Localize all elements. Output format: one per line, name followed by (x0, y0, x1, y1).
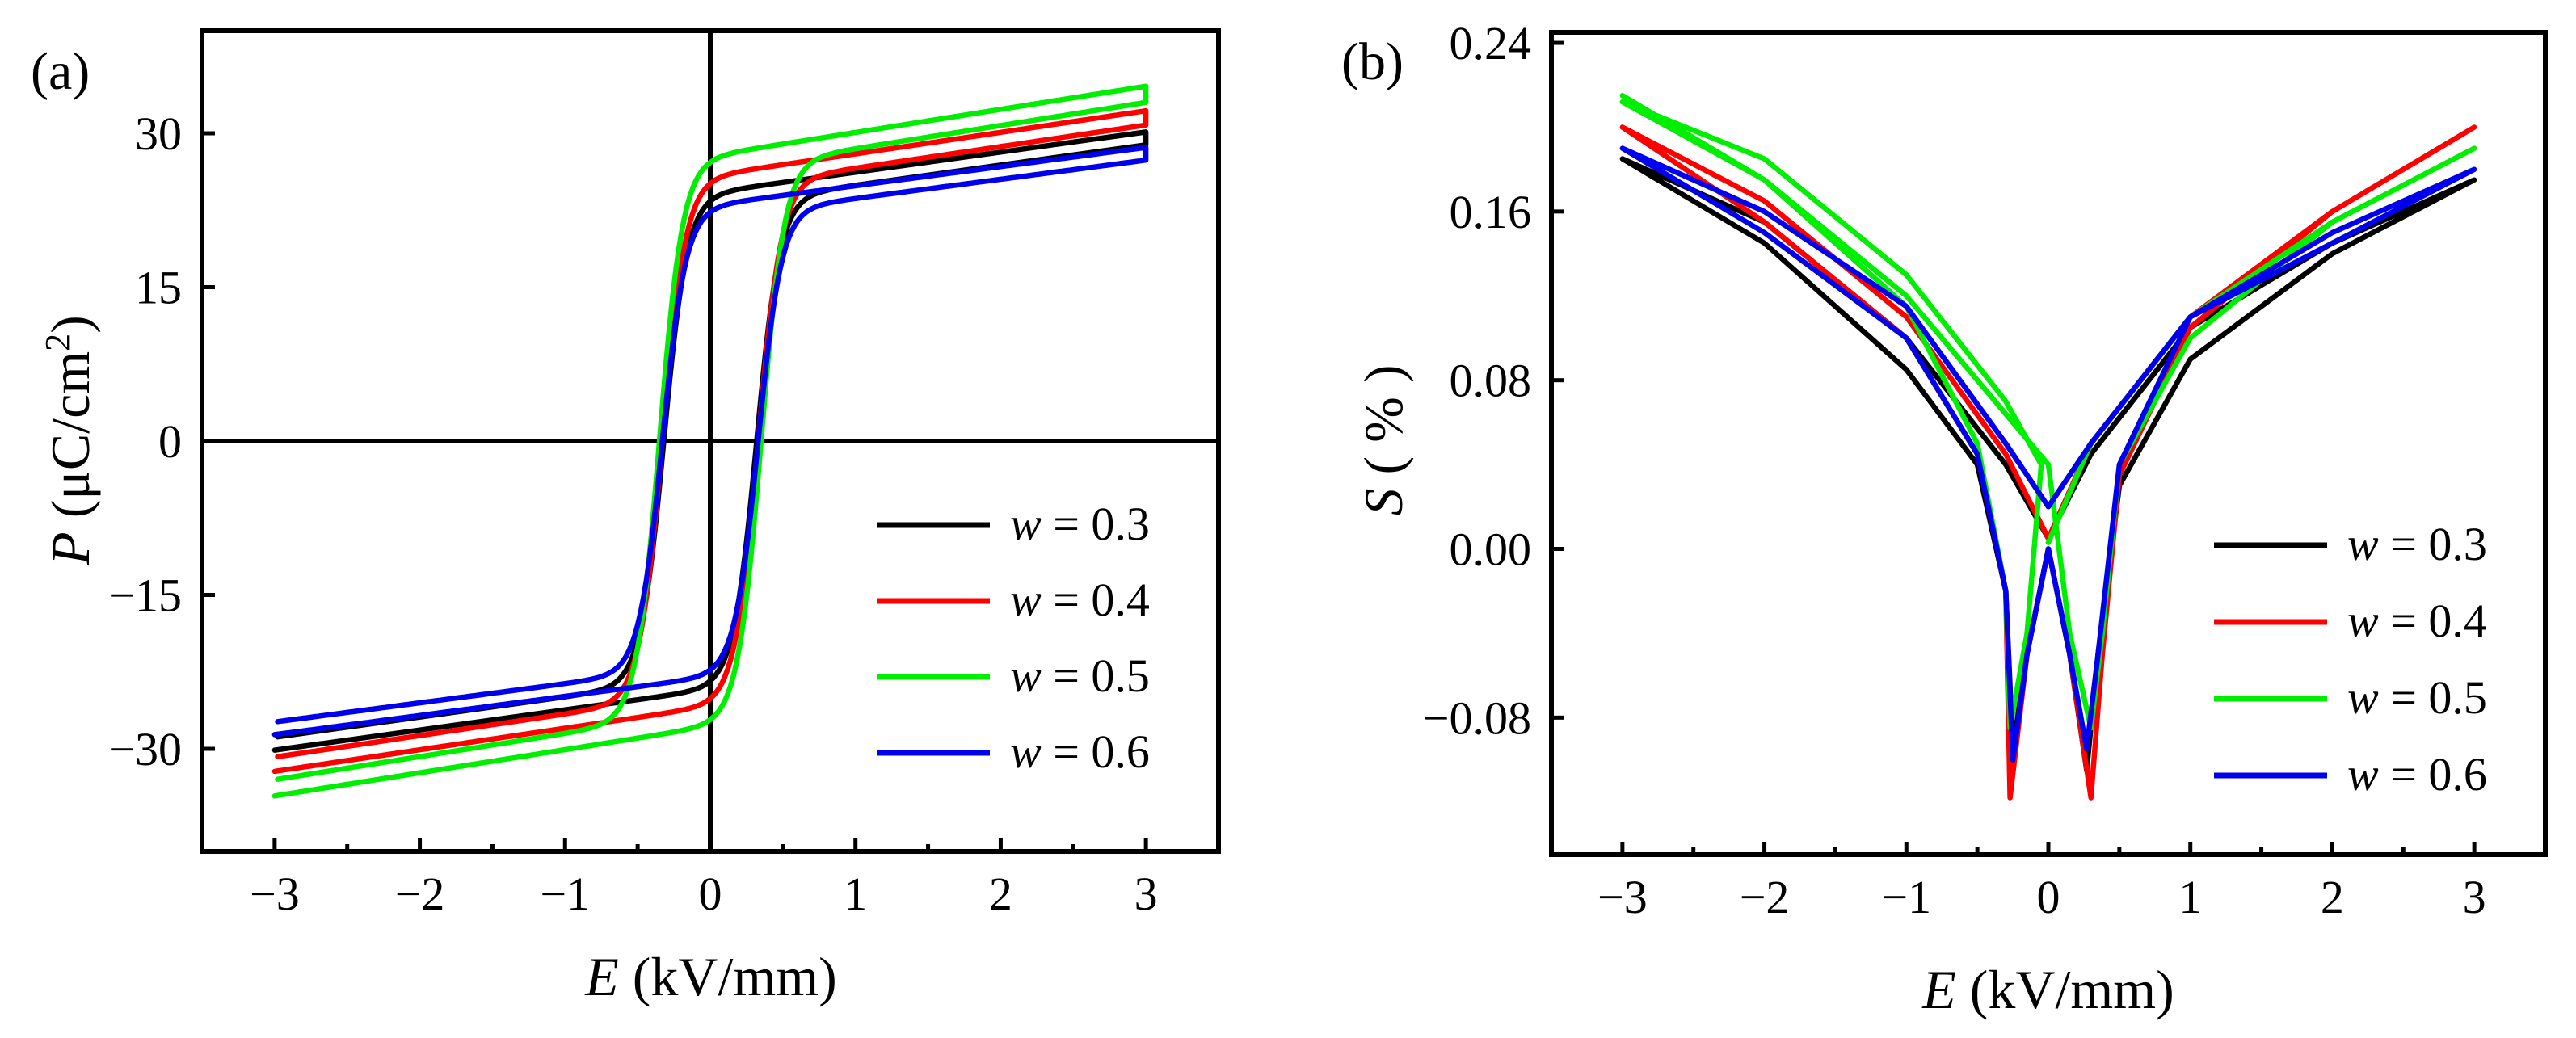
series-line (1619, 145, 2477, 763)
series-line (1619, 93, 2477, 731)
x-tick-label: 1 (844, 868, 867, 920)
x-tick-label: 3 (1134, 868, 1158, 920)
panel-a-x-axis-title: E (kV/mm) (584, 946, 837, 1007)
legend-label: w = 0.6 (1010, 725, 1150, 778)
y-tick-label: −15 (108, 569, 182, 622)
x-tick-label: −1 (1881, 871, 1931, 923)
x-tick-label: 2 (2321, 871, 2344, 923)
panel-a-y-axis-title: P (μC/cm2) (38, 315, 102, 566)
panel-b-y-axis-title: S ( % ) (1353, 365, 1414, 516)
x-tick-label: 2 (989, 868, 1012, 920)
panel-b-plot-frame (1549, 30, 2548, 857)
y-tick-label: −0.08 (1423, 691, 1531, 744)
panel-a-hysteresis-chart: (a) −3 −2 −1 0 1 2 3 −30 −15 0 15 30 E (kV/mm) P (μ… (31, 28, 1221, 1007)
legend-label: w = 0.4 (1010, 574, 1150, 626)
y-tick-label: 0 (158, 415, 182, 468)
legend-label: w = 0.6 (2347, 748, 2487, 801)
series-line (271, 83, 1149, 799)
panel-b-strain-chart: (b) −3 −2 −1 0 1 2 3 −0.08 0.00 0.08 0.16 0.24 E (k… (1341, 17, 2548, 1020)
x-tick-label: 0 (699, 868, 722, 920)
series-line (271, 107, 1149, 775)
panel-b-legend: w = 0.3 w = 0.4 w = 0.5 w = 0.6 (2214, 518, 2487, 801)
y-tick-label: 15 (135, 262, 182, 314)
y-tick-label: −30 (108, 723, 182, 775)
x-tick-label: −2 (1740, 871, 1790, 923)
y-tick-label: 0.00 (1450, 523, 1532, 576)
panel-b-ticks: −3 −2 −1 0 1 2 3 −0.08 0.00 0.08 0.16 0.24 (1423, 17, 2486, 923)
legend-label: w = 0.4 (2347, 595, 2487, 647)
x-tick-label: −3 (250, 868, 300, 920)
panel-a-legend: w = 0.3 w = 0.4 w = 0.5 w = 0.6 (877, 498, 1150, 778)
panel-a-label: (a) (31, 42, 90, 101)
y-tick-label: 0.24 (1450, 17, 1532, 69)
y-tick-label: 0.16 (1450, 186, 1532, 238)
legend-label: w = 0.3 (1010, 498, 1150, 550)
y-tick-label: 0.08 (1450, 355, 1532, 407)
x-tick-label: 3 (2463, 871, 2486, 923)
panel-a-series (271, 83, 1149, 799)
y-tick-label: 30 (135, 107, 182, 160)
panel-b-label: (b) (1341, 32, 1404, 91)
panel-b-x-axis-title: E (kV/mm) (1921, 959, 2174, 1020)
legend-label: w = 0.5 (1010, 649, 1150, 702)
x-tick-label: −2 (395, 868, 445, 920)
x-tick-label: −3 (1597, 871, 1648, 923)
legend-label: w = 0.5 (2347, 671, 2487, 724)
x-tick-label: 1 (2178, 871, 2202, 923)
x-tick-label: −1 (540, 868, 590, 920)
x-tick-label: 0 (2037, 871, 2060, 923)
series-line (271, 145, 1149, 738)
panel-b-series (1619, 93, 2477, 801)
panel-a-ticks: −3 −2 −1 0 1 2 3 −30 −15 0 15 30 (108, 107, 1157, 920)
legend-label: w = 0.3 (2347, 518, 2487, 570)
